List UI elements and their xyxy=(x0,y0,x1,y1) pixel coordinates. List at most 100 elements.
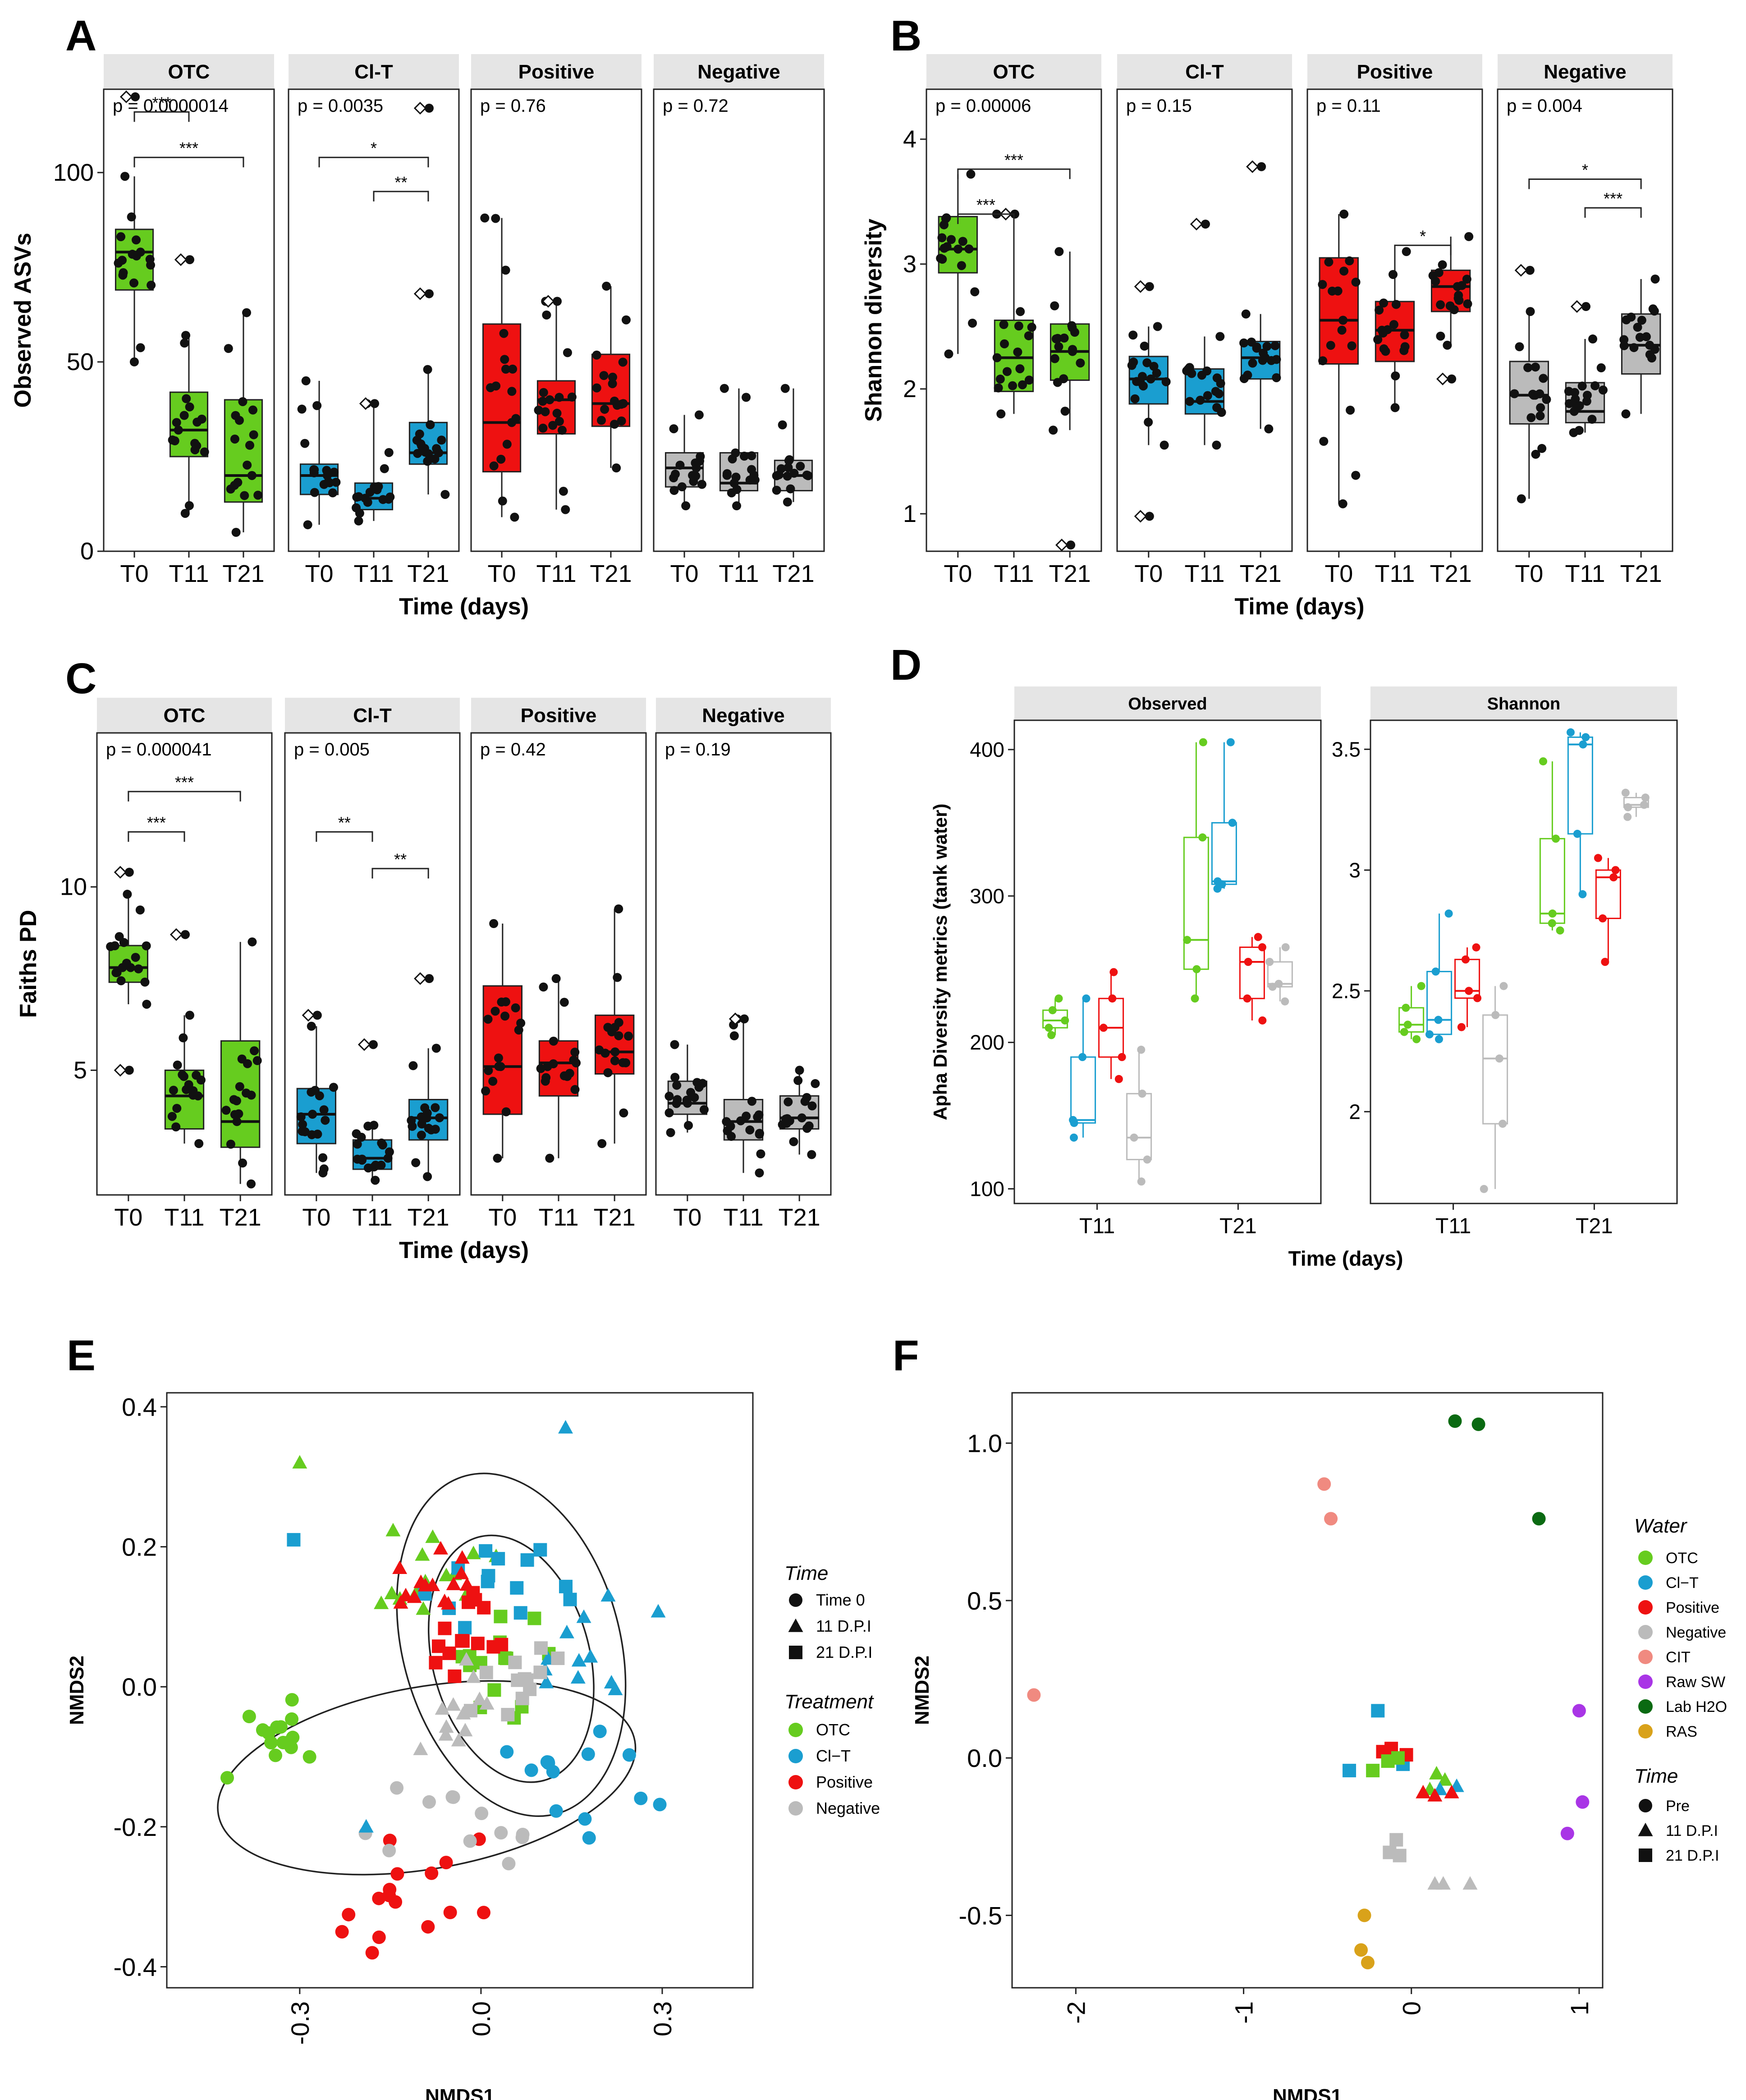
data-point xyxy=(179,411,189,420)
data-point xyxy=(672,1099,681,1108)
scatter-point-negative xyxy=(1435,1876,1451,1890)
data-point xyxy=(380,464,389,473)
facet-strip xyxy=(289,54,459,89)
data-point xyxy=(424,289,434,298)
data-point xyxy=(488,1076,498,1086)
data-point xyxy=(796,462,805,471)
scatter-point-positive xyxy=(365,1946,379,1960)
scatter-point-negative xyxy=(502,1857,516,1871)
scatter-point-cl-t xyxy=(510,1581,524,1595)
data-point xyxy=(607,1027,616,1037)
data-point xyxy=(1402,247,1411,256)
data-point xyxy=(803,471,813,480)
data-point xyxy=(618,357,628,367)
data-point xyxy=(1053,378,1062,387)
data-point xyxy=(1465,987,1473,995)
scatter-panel-border xyxy=(166,1392,754,1989)
data-point xyxy=(245,440,255,450)
data-point xyxy=(243,460,252,470)
data-point xyxy=(1109,968,1118,976)
scatter-point-cl-t xyxy=(570,1670,586,1684)
significance-label: *** xyxy=(1604,189,1622,208)
scatter-point-positive xyxy=(440,1596,456,1610)
data-point xyxy=(807,1150,816,1159)
data-point xyxy=(1118,1053,1126,1061)
data-point xyxy=(1048,1006,1057,1015)
data-point xyxy=(120,172,130,181)
data-point xyxy=(1241,309,1251,319)
data-point xyxy=(784,463,793,472)
data-point xyxy=(1351,471,1361,480)
data-point xyxy=(1027,323,1036,332)
x-tick-label: T21 xyxy=(1576,1214,1613,1238)
data-point xyxy=(147,280,156,290)
data-point xyxy=(307,1130,316,1139)
data-point xyxy=(493,1153,502,1163)
data-point xyxy=(1212,440,1221,450)
data-point xyxy=(618,1058,628,1067)
scatter-point-cl-t xyxy=(513,1606,527,1620)
data-point xyxy=(1480,1185,1488,1193)
scatter-point-negative xyxy=(1389,1833,1403,1847)
data-point xyxy=(968,318,977,328)
outlier-marker xyxy=(1436,372,1449,385)
data-point xyxy=(310,465,319,475)
data-point xyxy=(1139,381,1148,391)
data-point xyxy=(411,1158,421,1167)
x-tick-label: T0 xyxy=(302,1204,330,1231)
data-point xyxy=(1539,374,1548,383)
scatter-point-cl-t xyxy=(524,1763,538,1777)
x-tick-label: T0 xyxy=(1515,560,1543,587)
scatter-point-otc xyxy=(527,1611,541,1625)
panel-letter: B xyxy=(890,12,921,60)
data-point xyxy=(1570,388,1580,397)
legend-label: OTC xyxy=(816,1720,850,1739)
data-point xyxy=(561,505,570,514)
data-point xyxy=(599,371,609,380)
data-point xyxy=(116,232,126,242)
data-point xyxy=(552,408,562,418)
data-point xyxy=(1338,316,1348,325)
outlier-marker xyxy=(114,866,127,879)
scatter-point-negative xyxy=(446,1790,460,1804)
data-point xyxy=(1548,909,1557,918)
scatter-point-cl-t xyxy=(600,1588,616,1602)
data-point xyxy=(772,485,781,495)
data-point xyxy=(541,407,550,416)
data-point xyxy=(1185,363,1194,372)
data-point xyxy=(1192,965,1201,974)
p-value-label: p = 0.005 xyxy=(294,740,370,759)
scatter-point-negative xyxy=(422,1795,436,1809)
data-point xyxy=(124,868,134,877)
data-point xyxy=(413,448,422,458)
facet-title: Positive xyxy=(521,705,597,727)
scatter-point-positive xyxy=(433,1541,448,1555)
data-point xyxy=(1146,374,1155,384)
scatter-point-otc xyxy=(374,1595,389,1609)
scatter-point-cl-t xyxy=(479,1544,493,1558)
data-point xyxy=(235,1082,244,1091)
data-point xyxy=(545,395,555,404)
data-point xyxy=(939,220,949,229)
scatter-point-negative xyxy=(390,1781,404,1795)
facet-title: Negative xyxy=(702,705,784,727)
panel-letter: D xyxy=(890,641,921,689)
data-point xyxy=(782,1119,792,1128)
data-point xyxy=(378,1140,387,1150)
data-point xyxy=(1198,833,1207,842)
scatter-point-negative xyxy=(515,1830,529,1844)
scatter-point-negative xyxy=(472,1691,487,1705)
data-point xyxy=(1137,1177,1146,1186)
data-point xyxy=(365,487,375,497)
data-point xyxy=(423,1172,432,1181)
data-point xyxy=(172,1103,182,1113)
scatter-point-cl-t xyxy=(583,1649,598,1663)
data-point xyxy=(1443,340,1452,350)
data-point xyxy=(497,997,506,1007)
data-point xyxy=(1536,403,1545,412)
outlier-marker xyxy=(413,101,427,115)
data-point xyxy=(242,308,252,317)
scatter-point-ras xyxy=(1361,1956,1375,1970)
scatter-point-cl-t xyxy=(287,1533,301,1547)
scatter-point-positive xyxy=(389,1895,403,1909)
